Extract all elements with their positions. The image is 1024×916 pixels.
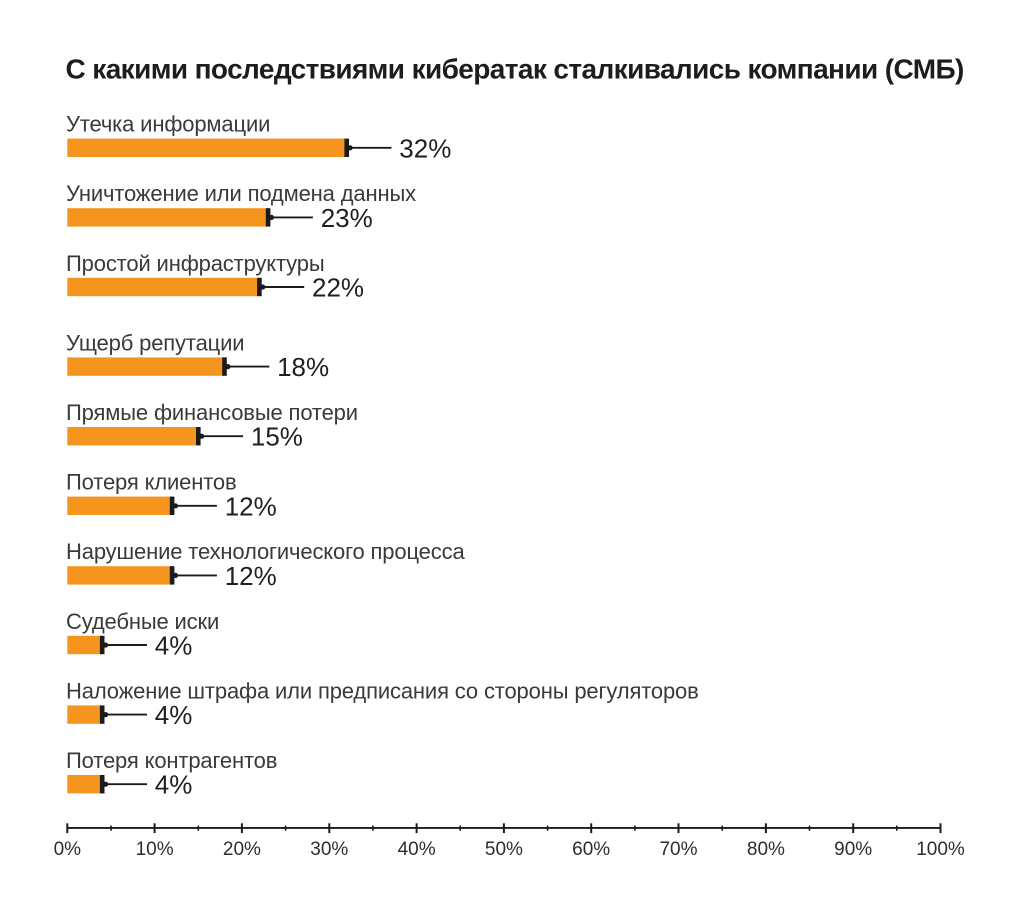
svg-text:Прямые финансовые потери: Прямые финансовые потери (66, 400, 358, 425)
svg-text:80%: 80% (747, 839, 785, 860)
svg-text:4%: 4% (155, 770, 193, 800)
svg-text:Утечка информации: Утечка информации (66, 112, 270, 137)
svg-text:Судебные иски: Судебные иски (66, 609, 219, 634)
svg-text:50%: 50% (485, 839, 523, 860)
svg-text:С какими последствиями киберат: С какими последствиями кибератак сталкив… (66, 54, 964, 85)
svg-text:32%: 32% (399, 133, 451, 163)
svg-text:Уничтожение или подмена данных: Уничтожение или подмена данных (66, 181, 416, 206)
svg-text:Нарушение технологического про: Нарушение технологического процесса (66, 539, 465, 564)
svg-text:22%: 22% (312, 273, 364, 303)
svg-text:18%: 18% (277, 352, 329, 382)
svg-text:4%: 4% (155, 700, 193, 730)
svg-text:12%: 12% (225, 491, 277, 521)
svg-text:40%: 40% (398, 839, 436, 860)
svg-text:Простой инфраструктуры: Простой инфраструктуры (66, 251, 325, 276)
svg-text:20%: 20% (223, 839, 261, 860)
svg-text:12%: 12% (225, 561, 277, 591)
svg-text:10%: 10% (136, 839, 174, 860)
svg-text:Потеря контрагентов: Потеря контрагентов (66, 748, 277, 773)
svg-text:Наложение штрафа или предписан: Наложение штрафа или предписания со стор… (66, 678, 699, 703)
svg-text:23%: 23% (321, 203, 373, 233)
svg-text:70%: 70% (659, 839, 697, 860)
svg-text:0%: 0% (54, 839, 82, 860)
svg-text:Ущерб репутации: Ущерб репутации (66, 330, 244, 355)
svg-text:15%: 15% (251, 422, 303, 452)
svg-text:60%: 60% (572, 839, 610, 860)
svg-text:4%: 4% (155, 631, 193, 661)
svg-text:30%: 30% (310, 839, 348, 860)
svg-text:100%: 100% (916, 839, 965, 860)
svg-text:90%: 90% (834, 839, 872, 860)
svg-text:Потеря клиентов: Потеря клиентов (66, 470, 237, 495)
